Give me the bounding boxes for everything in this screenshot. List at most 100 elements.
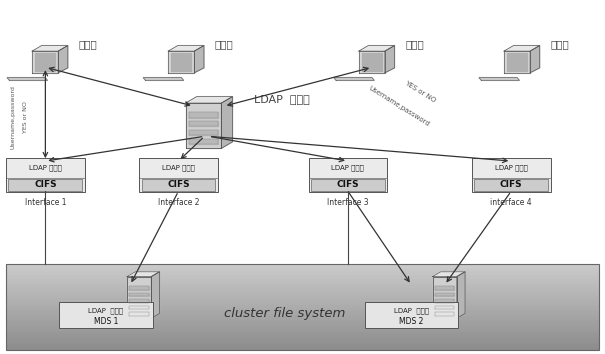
Text: Interface 1: Interface 1	[25, 198, 66, 207]
Bar	[6, 264, 599, 350]
Polygon shape	[127, 272, 160, 276]
Polygon shape	[129, 286, 149, 290]
Text: 客户端: 客户端	[405, 39, 424, 49]
Polygon shape	[435, 299, 454, 303]
Polygon shape	[32, 46, 68, 51]
Text: CIFS: CIFS	[500, 181, 523, 189]
Polygon shape	[58, 46, 68, 73]
Polygon shape	[129, 306, 149, 309]
Text: Username,password: Username,password	[11, 85, 16, 149]
Text: 客户端: 客户端	[551, 39, 569, 49]
Bar	[6, 283, 599, 285]
Bar	[6, 270, 599, 273]
Text: LDAP  服务器: LDAP 服务器	[254, 94, 310, 104]
Polygon shape	[530, 46, 540, 73]
Bar	[6, 309, 599, 312]
Polygon shape	[189, 139, 218, 144]
Polygon shape	[129, 312, 149, 316]
Text: LDAP 客户端: LDAP 客户端	[162, 165, 195, 171]
Bar	[6, 312, 599, 314]
Bar	[6, 303, 599, 305]
Bar	[6, 307, 599, 309]
Polygon shape	[189, 121, 218, 126]
Bar	[6, 333, 599, 335]
Bar	[6, 329, 599, 331]
Bar	[139, 159, 218, 192]
Polygon shape	[435, 306, 454, 309]
Bar	[6, 342, 599, 344]
Text: LDAP  客户端: LDAP 客户端	[88, 307, 123, 314]
Polygon shape	[194, 46, 204, 73]
Bar	[6, 264, 599, 266]
Bar	[6, 316, 599, 318]
Text: MDS 2: MDS 2	[399, 317, 423, 326]
Polygon shape	[479, 78, 520, 80]
Text: LDAP 客户端: LDAP 客户端	[495, 165, 528, 171]
Bar	[6, 292, 599, 294]
Polygon shape	[504, 51, 530, 73]
Text: 客户端: 客户端	[79, 39, 97, 49]
Polygon shape	[504, 46, 540, 51]
Bar	[6, 298, 599, 301]
Bar	[474, 179, 548, 190]
Bar	[6, 296, 599, 298]
Polygon shape	[131, 318, 148, 322]
Polygon shape	[186, 97, 232, 103]
Polygon shape	[437, 318, 453, 322]
Bar	[6, 268, 599, 270]
Polygon shape	[35, 53, 55, 71]
Bar	[6, 337, 599, 339]
Bar	[6, 273, 599, 275]
Text: Username,password: Username,password	[368, 85, 431, 127]
Text: YES or NO: YES or NO	[404, 80, 437, 104]
Bar	[142, 179, 215, 190]
Bar	[6, 266, 599, 268]
Bar	[6, 346, 599, 348]
Bar	[59, 302, 152, 329]
Bar	[6, 275, 599, 277]
Bar	[6, 344, 599, 346]
Polygon shape	[151, 272, 160, 318]
Text: CIFS: CIFS	[336, 181, 359, 189]
Bar	[6, 301, 599, 303]
Bar	[364, 302, 459, 329]
Polygon shape	[362, 53, 382, 71]
Polygon shape	[7, 78, 48, 80]
Bar	[6, 279, 599, 281]
Polygon shape	[168, 51, 194, 73]
Polygon shape	[143, 78, 184, 80]
Polygon shape	[385, 46, 394, 73]
Bar	[6, 327, 599, 329]
Bar	[6, 277, 599, 279]
Bar	[6, 294, 599, 296]
Text: CIFS: CIFS	[167, 181, 190, 189]
Polygon shape	[435, 312, 454, 316]
Text: 客户端: 客户端	[215, 39, 234, 49]
Polygon shape	[168, 46, 204, 51]
Polygon shape	[129, 299, 149, 303]
Bar	[6, 324, 599, 327]
Bar	[6, 290, 599, 292]
Bar	[6, 320, 599, 322]
Polygon shape	[507, 53, 527, 71]
Text: LDAP 客户端: LDAP 客户端	[332, 165, 364, 171]
Polygon shape	[189, 113, 218, 118]
Bar	[6, 331, 599, 333]
Polygon shape	[359, 51, 385, 73]
Polygon shape	[433, 276, 457, 318]
Bar	[6, 339, 599, 342]
Polygon shape	[435, 293, 454, 296]
Polygon shape	[457, 272, 465, 318]
Polygon shape	[221, 97, 232, 148]
Bar	[6, 314, 599, 316]
Bar	[472, 159, 551, 192]
Bar	[6, 318, 599, 320]
Polygon shape	[32, 51, 58, 73]
Bar	[6, 348, 599, 350]
Polygon shape	[435, 286, 454, 290]
Bar	[6, 322, 599, 324]
Bar	[309, 159, 387, 192]
Text: LDAP  客户端: LDAP 客户端	[394, 307, 429, 314]
Bar	[6, 287, 599, 290]
Text: MDS 1: MDS 1	[94, 317, 118, 326]
